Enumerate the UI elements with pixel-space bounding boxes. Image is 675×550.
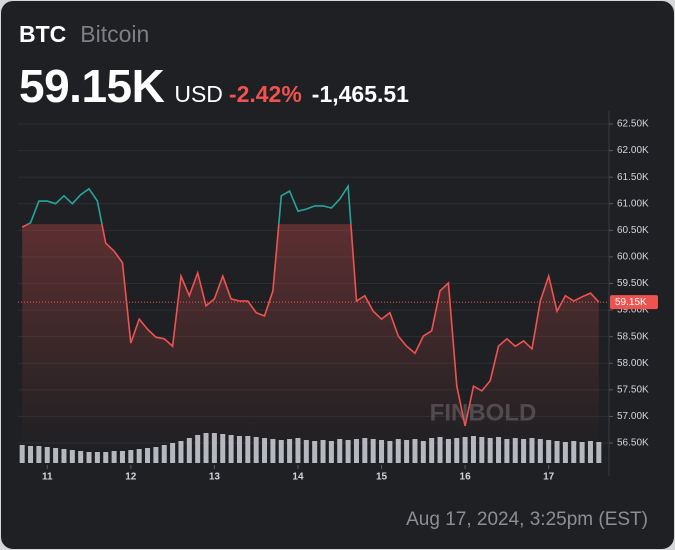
volume-bar (387, 441, 393, 463)
volume-bar (86, 452, 92, 463)
volume-bar (312, 441, 318, 463)
y-tick-label: 58.00K (617, 358, 649, 369)
volume-bar (145, 448, 151, 463)
volume-bar (420, 441, 426, 463)
volume-bar (178, 441, 184, 463)
x-tick-label: 16 (460, 472, 472, 483)
y-tick-label: 57.00K (617, 411, 649, 422)
change: -1,465.51 (311, 81, 409, 107)
volume-bar (596, 442, 602, 463)
x-tick-label: 11 (42, 472, 53, 483)
y-tick-label: 58.50K (617, 331, 649, 342)
y-tick-label: 60.00K (617, 252, 649, 263)
last-price-tag (610, 295, 658, 310)
volume-bar (328, 441, 334, 463)
currency: USD (174, 81, 223, 107)
volume-bar (562, 442, 568, 463)
x-tick-label: 17 (543, 472, 555, 483)
y-tick-label: 56.50K (617, 438, 649, 449)
volume-bar (546, 440, 552, 463)
volume-bar (404, 440, 410, 463)
timestamp: Aug 17, 2024, 3:25pm (EST) (406, 509, 648, 530)
volume-bar (36, 446, 42, 463)
y-tick-label: 62.50K (617, 119, 649, 130)
volume-bar (69, 450, 75, 463)
y-tick-label: 59.50K (617, 278, 649, 289)
volume-bar (44, 447, 50, 463)
price-line (21, 224, 600, 427)
volume-bar (94, 452, 100, 463)
symbol: BTC (19, 21, 67, 47)
y-tick-label: 61.50K (617, 172, 649, 183)
volume-bar (19, 445, 25, 463)
volume-bar (28, 446, 34, 463)
volume-bar (379, 440, 385, 463)
area (22, 224, 599, 451)
title-row: BTC Bitcoin (19, 21, 149, 48)
volume-bar (303, 440, 309, 463)
volume-bar (103, 452, 109, 463)
y-tick-label: 61.00K (617, 198, 649, 209)
volume-bar (153, 447, 159, 463)
volume-bar (587, 441, 593, 463)
x-tick-label: 12 (125, 472, 137, 483)
volume-bar (278, 440, 284, 463)
last-price-label: 59.15K (615, 297, 647, 308)
y-tick-label: 59.00K (617, 305, 649, 316)
volume-bar (136, 449, 142, 463)
x-tick-label: 15 (376, 472, 388, 483)
price-line (26, 183, 352, 225)
volume-bar (320, 440, 326, 463)
volume-bar (579, 442, 585, 463)
x-tick-label: 14 (292, 472, 304, 483)
change-percent: -2.42% (228, 81, 302, 107)
y-tick-label: 62.00K (617, 145, 649, 156)
volume-bar (61, 449, 67, 463)
y-tick-label: 60.50K (617, 225, 649, 236)
volume-bar (53, 448, 59, 463)
volume-bar (554, 441, 560, 463)
volume-bar (111, 451, 117, 463)
volume-bar (128, 450, 134, 463)
price-row: 59.15K USD -2.42% -1,465.51 (19, 59, 409, 113)
volume-bar (571, 441, 577, 463)
volume-bar (345, 440, 351, 463)
volume-bar (78, 451, 84, 463)
volume-bar (161, 445, 167, 463)
x-tick-label: 13 (209, 472, 221, 483)
asset-name: Bitcoin (80, 21, 150, 47)
volume-bar (170, 443, 176, 463)
volume-bar (119, 451, 125, 463)
y-tick-label: 57.50K (617, 384, 649, 395)
price: 59.15K (19, 60, 165, 112)
